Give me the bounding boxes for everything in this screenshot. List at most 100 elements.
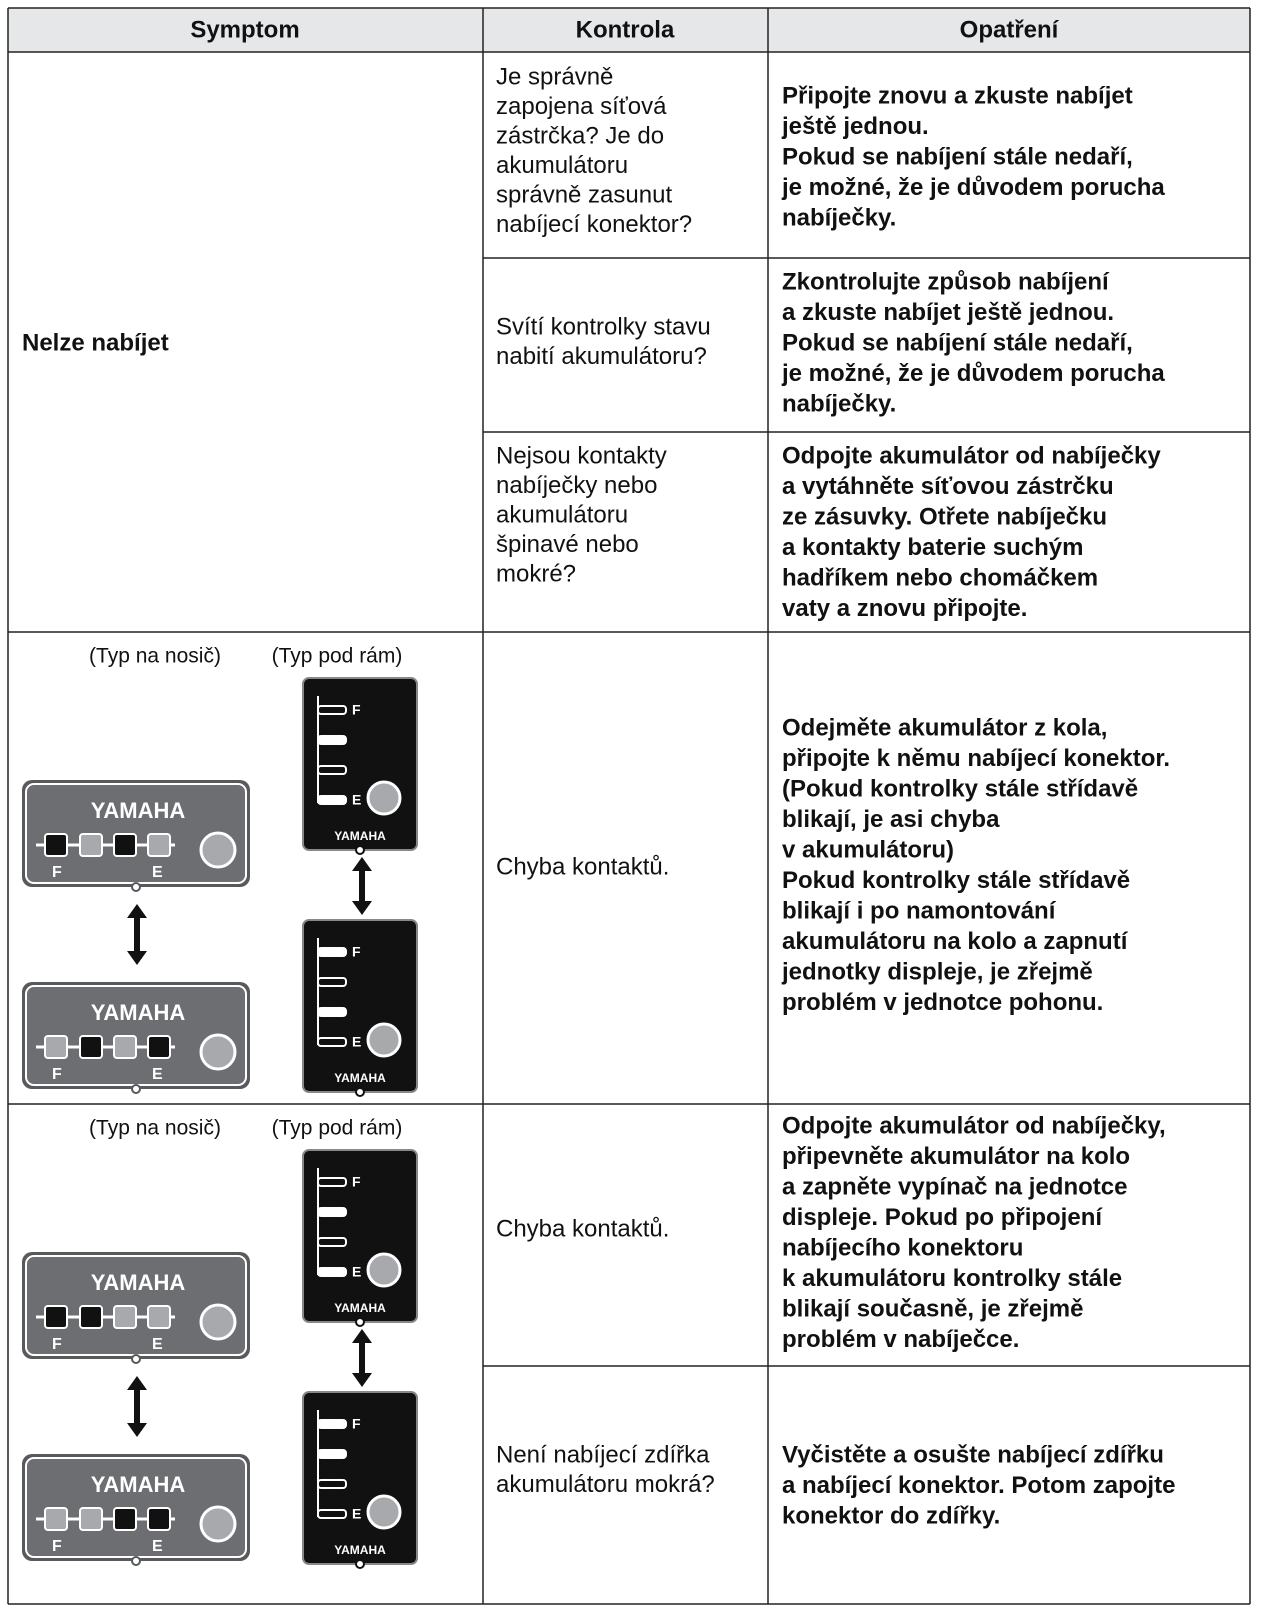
check-line: nabíjecí konektor? — [496, 211, 692, 238]
check-line: Chyba kontaktů. — [496, 1215, 669, 1242]
empty-mark: E — [352, 1506, 361, 1522]
action-line: Pokud se nabíjení stále nedaří, — [782, 143, 1133, 170]
arrow-head — [127, 1376, 147, 1390]
action-line: a zapněte vypínač na jednotce — [782, 1173, 1127, 1200]
frame-type-label: (Typ pod rám) — [272, 1117, 403, 1140]
indicator-lamp — [44, 833, 68, 857]
power-button — [199, 1303, 237, 1341]
action-line: vaty a znovu připojte. — [782, 595, 1027, 622]
action-line: blikají současně, je zřejmě — [782, 1295, 1083, 1322]
power-button — [199, 831, 237, 869]
indicator-lamp — [317, 1267, 347, 1277]
header-background — [8, 8, 1250, 52]
empty-mark: E — [152, 1066, 163, 1083]
indicator-lamp — [147, 1305, 171, 1329]
panel-notch — [131, 1084, 141, 1094]
symptom-cell: Nelze nabíjet — [22, 329, 169, 356]
carrier-type-label: (Typ na nosič) — [89, 1117, 221, 1140]
header-cell: Symptom — [190, 16, 299, 43]
action-line: nabíječky. — [782, 390, 896, 417]
indicator-lamp — [147, 1507, 171, 1531]
action-line: v akumulátoru) — [782, 836, 954, 863]
action-line: ještě jednou. — [781, 113, 929, 140]
action-line: Vyčistěte a osušte nabíjecí zdířku — [782, 1441, 1164, 1468]
action-line: a vytáhněte síťovou zástrčku — [782, 473, 1114, 500]
action-line: a nabíjecí konektor. Potom zapojte — [782, 1472, 1175, 1499]
indicator-lamp — [79, 1305, 103, 1329]
indicator-lamp — [317, 1007, 347, 1017]
action-line: problém v nabíječce. — [782, 1326, 1019, 1353]
indicator-lamp — [317, 735, 347, 745]
indicator-lamp — [317, 1207, 347, 1217]
indicator-lamp — [317, 705, 347, 715]
indicator-lamp — [44, 1305, 68, 1329]
check-line: Není nabíjecí zdířka — [496, 1441, 710, 1468]
panel-notch — [355, 845, 365, 855]
brand-label: YAMAHA — [91, 1270, 186, 1295]
indicator-lamp — [317, 947, 347, 957]
arrow-head — [127, 1423, 147, 1437]
indicator-lamp — [147, 1035, 171, 1059]
brand-label: YAMAHA — [334, 829, 386, 843]
action-line: ze zásuvky. Otřete nabíječku — [782, 503, 1107, 530]
arrow-head — [352, 1373, 372, 1387]
action-line: a kontakty baterie suchým — [782, 534, 1083, 561]
check-line: akumulátoru — [496, 501, 628, 528]
arrow-head — [352, 857, 372, 871]
action-line: blikají, je asi chyba — [782, 806, 1000, 833]
action-line: Odpojte akumulátor od nabíječky, — [782, 1112, 1166, 1139]
power-button — [199, 1033, 237, 1071]
indicator-lamp — [317, 977, 347, 987]
table-rules — [7, 7, 1251, 1605]
empty-mark: E — [352, 1034, 361, 1050]
indicator-lamp — [317, 765, 347, 775]
indicator-lamp — [317, 1509, 347, 1519]
action-line: Odejměte akumulátor z kola, — [782, 714, 1107, 741]
panel-notch — [355, 1559, 365, 1569]
action-line: Odpojte akumulátor od nabíječky — [782, 442, 1161, 469]
check-line: Chyba kontaktů. — [496, 853, 669, 880]
empty-mark: E — [352, 792, 361, 808]
carrier-type-label: (Typ na nosič) — [89, 645, 221, 668]
brand-label: YAMAHA — [334, 1301, 386, 1315]
indicator-lamp — [113, 1035, 137, 1059]
action-line: Pokud se nabíjení stále nedaří, — [782, 329, 1133, 356]
indicator-illustration: (Typ na nosič) (Typ pod rám) YAMAHA F E YAMAH… — [22, 1117, 418, 1569]
action-line: akumulátoru na kolo a zapnutí — [782, 928, 1129, 955]
action-line: Pokud kontrolky stále střídavě — [782, 867, 1130, 894]
indicator-lamp — [79, 833, 103, 857]
indicator-lamp — [317, 1177, 347, 1187]
empty-mark: E — [152, 1336, 163, 1353]
action-line: je možné, že je důvodem porucha — [781, 174, 1165, 201]
check-line: mokré? — [496, 560, 576, 587]
brand-label: YAMAHA — [334, 1071, 386, 1085]
check-line: zapojena síťová — [496, 93, 667, 120]
indicator-lamp — [147, 833, 171, 857]
action-line: připevněte akumulátor na kolo — [782, 1143, 1130, 1170]
indicator-lamp — [317, 1237, 347, 1247]
indicator-illustration: (Typ na nosič) (Typ pod rám) YAMAHA F E YAMAH… — [22, 645, 418, 1097]
check-line: Nejsou kontakty — [496, 442, 667, 469]
check-line: špinavé nebo — [496, 531, 639, 558]
indicator-lamp — [79, 1035, 103, 1059]
empty-mark: E — [152, 1538, 163, 1555]
action-line: k akumulátoru kontrolky stále — [782, 1265, 1122, 1292]
check-line: Svítí kontrolky stavu — [496, 313, 711, 340]
action-line: Připojte znovu a zkuste nabíjet — [782, 82, 1133, 109]
full-mark: F — [52, 1538, 62, 1555]
indicator-lamp — [317, 1419, 347, 1429]
empty-mark: E — [152, 864, 163, 881]
check-line: správně zasunut — [496, 181, 672, 208]
arrow-head — [352, 901, 372, 915]
panel-notch — [131, 1354, 141, 1364]
full-mark: F — [52, 1066, 62, 1083]
panel-notch — [131, 1556, 141, 1566]
arrow-head — [352, 1329, 372, 1343]
indicator-lamp — [113, 833, 137, 857]
action-line: a zkuste nabíjet ještě jednou. — [782, 299, 1114, 326]
brand-label: YAMAHA — [91, 1472, 186, 1497]
indicator-lamp — [79, 1507, 103, 1531]
indicator-lamp — [317, 1479, 347, 1489]
